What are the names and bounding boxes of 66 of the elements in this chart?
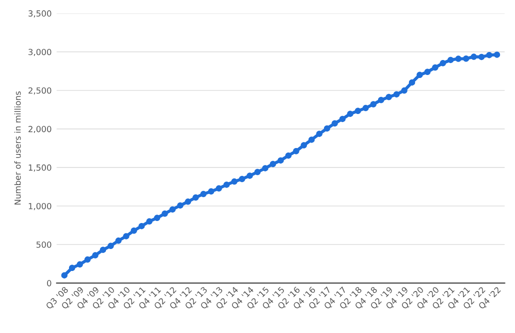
point <box>184 198 192 205</box>
point <box>324 125 330 132</box>
point <box>84 256 91 263</box>
point <box>478 54 485 60</box>
point <box>100 246 106 253</box>
point <box>370 101 376 108</box>
y-tick-label: 500 <box>36 242 52 248</box>
point <box>177 202 184 209</box>
point <box>332 120 338 126</box>
point <box>308 136 315 143</box>
point <box>354 108 362 114</box>
point <box>362 104 369 112</box>
point <box>162 210 168 217</box>
point <box>416 72 423 78</box>
point <box>108 242 114 250</box>
point <box>169 206 176 213</box>
point <box>223 182 230 188</box>
point <box>432 64 438 71</box>
point <box>378 96 384 104</box>
y-tick-label: 3,000 <box>28 48 52 56</box>
point <box>408 79 416 86</box>
point <box>285 152 292 159</box>
y-axis-title: Number of users in millions <box>14 91 21 205</box>
point <box>192 194 199 201</box>
point <box>448 56 454 64</box>
point <box>494 52 500 58</box>
point <box>393 91 400 98</box>
point <box>300 142 307 148</box>
point <box>138 222 145 230</box>
point <box>246 172 253 179</box>
point <box>262 165 268 172</box>
point <box>486 52 492 58</box>
y-tick-label: 0 <box>47 280 52 286</box>
point <box>154 214 160 222</box>
point <box>270 160 276 168</box>
point <box>470 54 477 60</box>
y-tick-label: 1,500 <box>28 164 52 172</box>
point <box>200 190 207 198</box>
y-tick-label: 2,000 <box>28 126 52 134</box>
point <box>76 261 83 268</box>
point <box>440 60 446 66</box>
point <box>401 87 408 94</box>
y-tick-label: 1,000 <box>28 202 52 210</box>
point <box>61 272 68 278</box>
point <box>339 116 346 122</box>
point <box>386 94 392 100</box>
point <box>424 68 431 76</box>
point <box>278 157 284 164</box>
point <box>238 176 246 182</box>
y-tick-label: 2,500 <box>28 87 52 95</box>
point <box>130 228 138 234</box>
point <box>347 110 354 117</box>
point <box>316 130 322 137</box>
point <box>68 264 76 271</box>
point <box>231 178 238 185</box>
point <box>455 56 462 62</box>
point <box>254 168 261 176</box>
point <box>92 252 98 258</box>
point <box>293 148 300 154</box>
y-tick-label: 3,500 <box>28 10 52 18</box>
point <box>208 188 214 195</box>
point <box>462 56 470 62</box>
point <box>123 233 130 240</box>
point <box>146 218 152 225</box>
point <box>216 185 222 192</box>
point <box>115 238 122 244</box>
